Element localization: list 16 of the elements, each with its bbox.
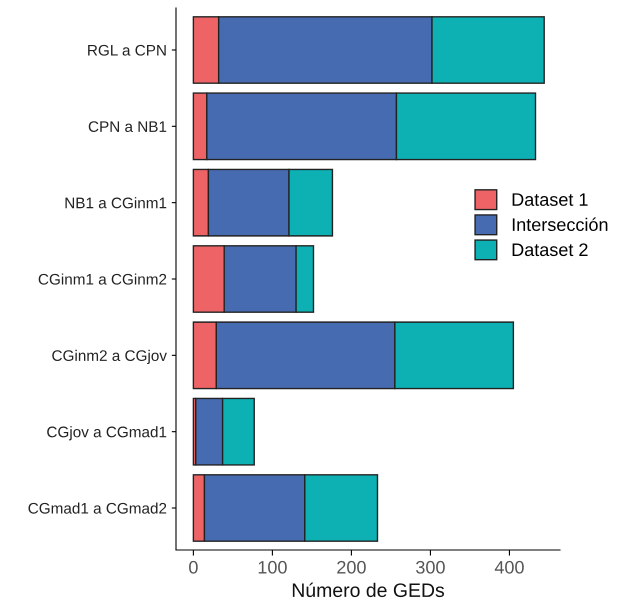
legend-label: Dataset 1 bbox=[512, 193, 588, 206]
x-tick-label: 100 bbox=[258, 560, 287, 574]
x-axis-title: Número de GEDs bbox=[292, 582, 444, 598]
x-tick-label: 400 bbox=[494, 560, 524, 574]
x-tick-label: 0 bbox=[189, 560, 198, 574]
legend-label: Dataset 2 bbox=[512, 243, 588, 256]
legend-label: Intersección bbox=[512, 218, 608, 232]
y-tick-label: CGmad1 a CGmad2 bbox=[28, 502, 166, 514]
y-tick-label: CGjov a CGmad1 bbox=[47, 426, 166, 440]
y-tick-label: CGinm2 a CGjov bbox=[52, 350, 167, 364]
y-tick-label: RGL a CPN bbox=[88, 44, 166, 56]
y-tick-label: CPN a NB1 bbox=[88, 121, 166, 132]
y-tick-label: CGinm1 a CGinm2 bbox=[38, 273, 166, 285]
x-tick-label: 300 bbox=[416, 560, 445, 574]
y-tick-label: NB1 a CGinm1 bbox=[65, 197, 166, 208]
x-tick-label: 200 bbox=[337, 560, 366, 574]
